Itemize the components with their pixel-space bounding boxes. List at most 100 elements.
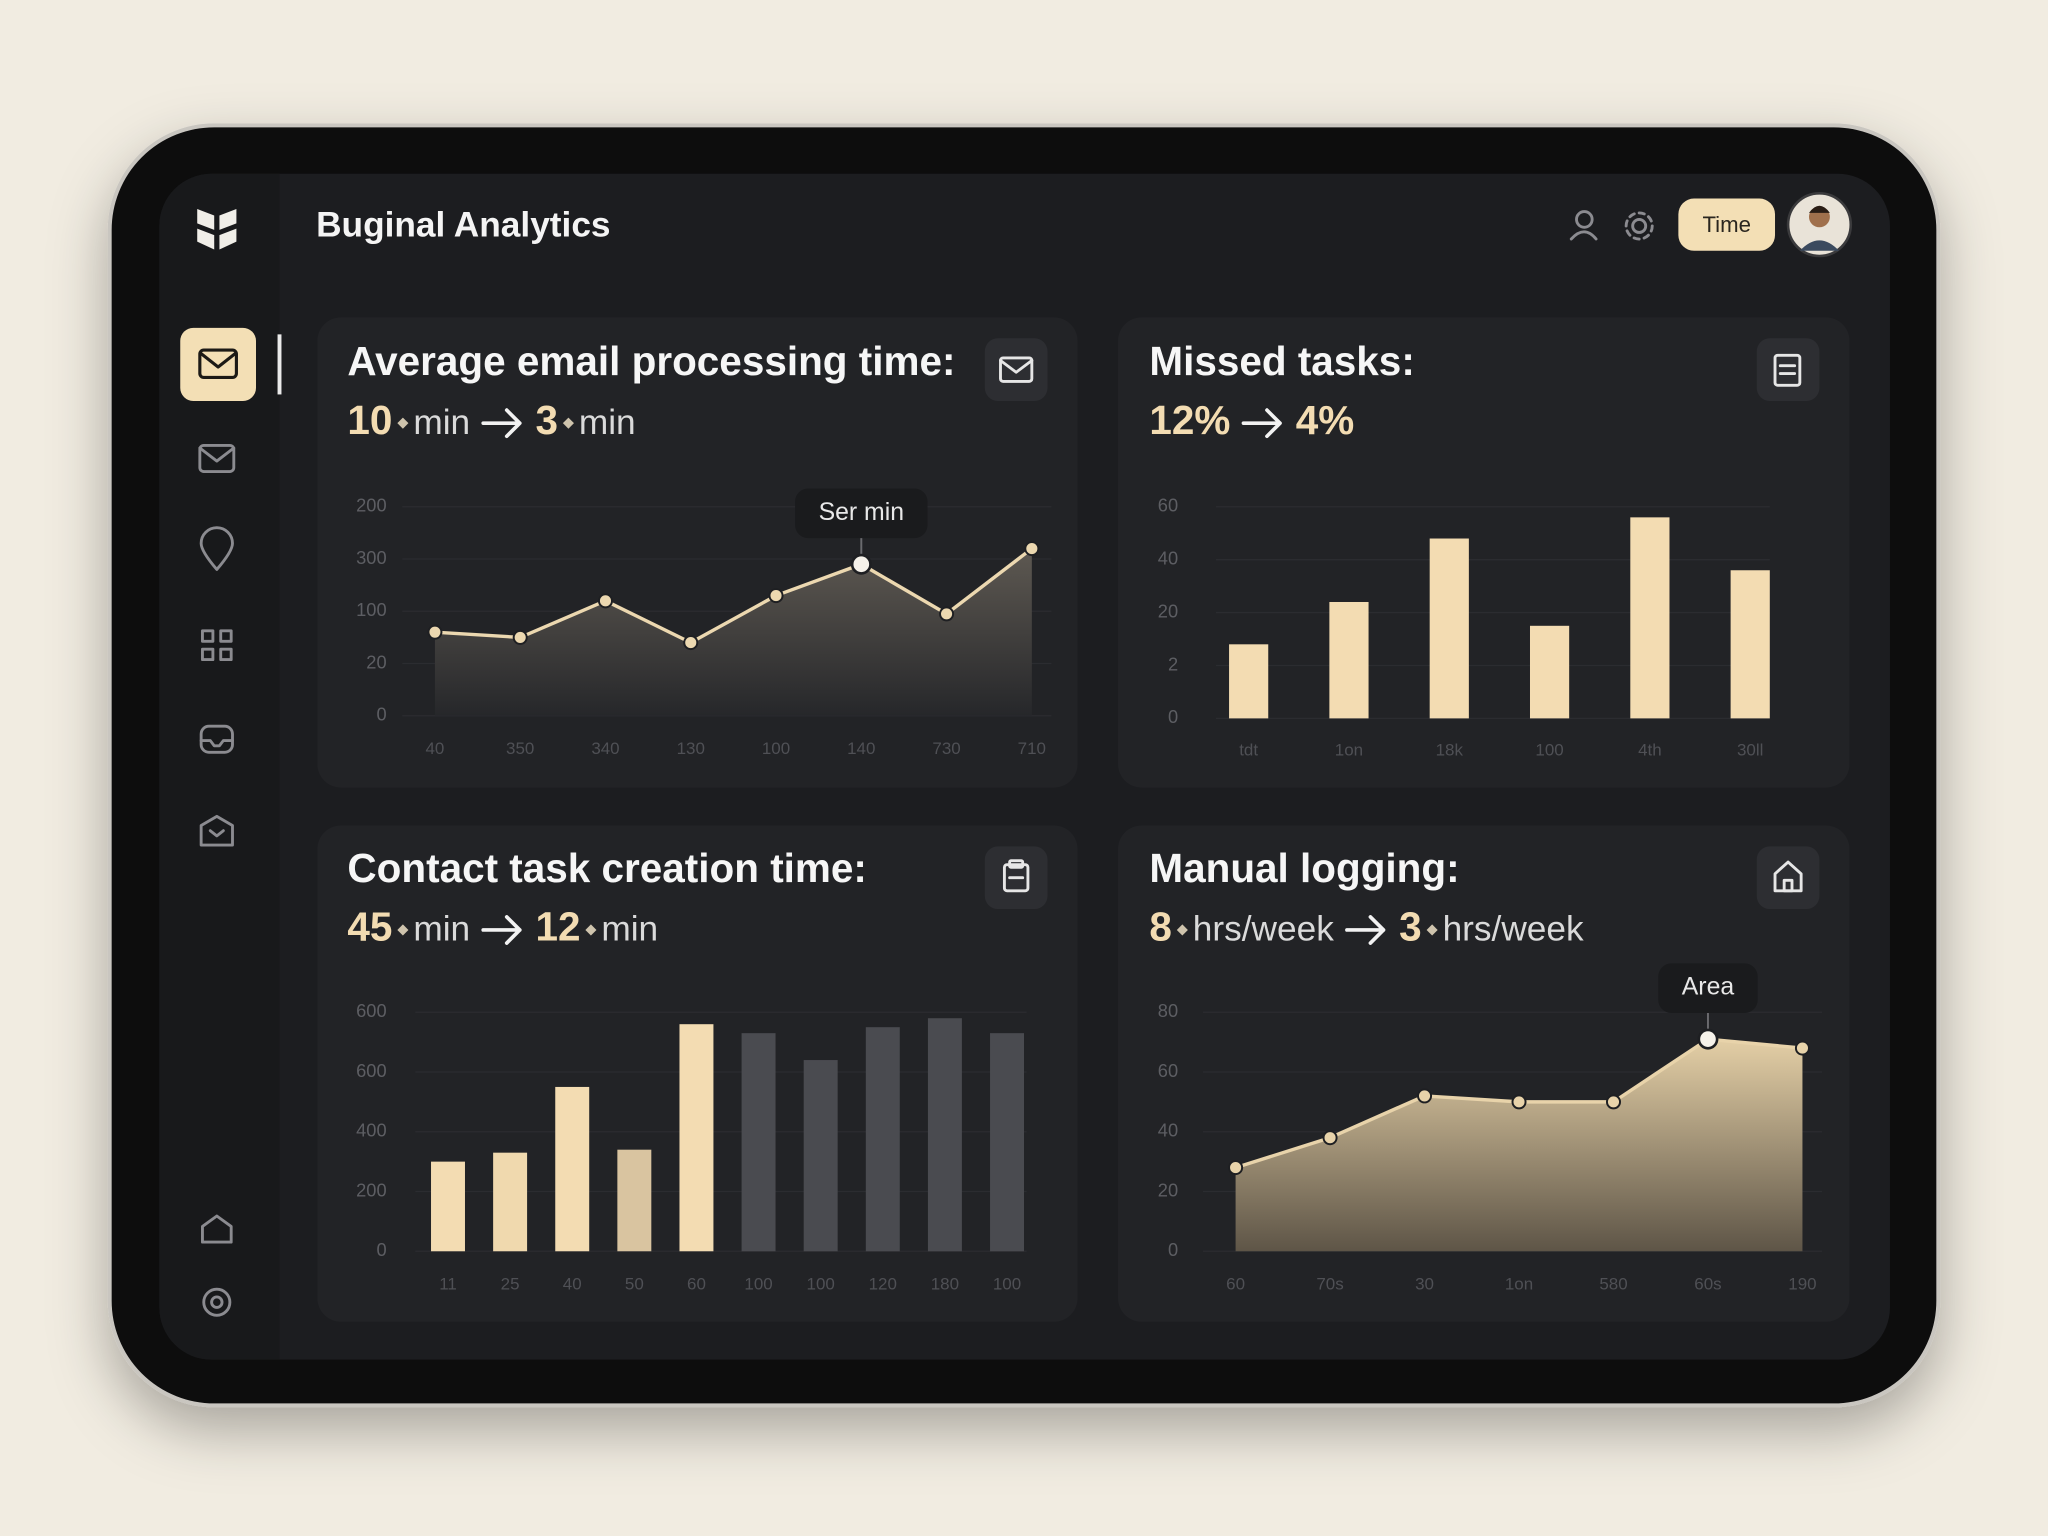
x-tick-label: 1on [1335, 741, 1363, 760]
settings-icon[interactable] [1624, 211, 1654, 241]
nav-home[interactable] [201, 1214, 233, 1244]
metric-value: 8 [1149, 904, 1172, 950]
bar [927, 1018, 962, 1252]
area-fill [434, 548, 1032, 716]
card-icon-mail[interactable] [984, 338, 1048, 401]
metric-unit: hrs/week [1443, 910, 1584, 949]
bar [741, 1033, 776, 1252]
nav-inbox[interactable] [199, 724, 234, 754]
y-tick-label: 60 [1158, 495, 1178, 516]
arrow [481, 915, 522, 945]
x-tick-label: 70s [1316, 1275, 1343, 1294]
metric-unit: hrs/week [1193, 910, 1334, 949]
data-point [1228, 1160, 1244, 1176]
y-tick-label: 0 [376, 704, 386, 725]
nav-active[interactable] [180, 327, 256, 401]
data-point [1417, 1088, 1433, 1104]
logo [197, 208, 237, 250]
metric-value: 12% [1149, 397, 1230, 443]
bar [1229, 644, 1269, 719]
arrow [1241, 408, 1282, 439]
x-tick-label: 30ll [1737, 741, 1763, 760]
x-tick-label: 120 [869, 1275, 897, 1294]
bar [555, 1086, 590, 1252]
tooltip-point [1697, 1028, 1719, 1050]
data-point [1024, 541, 1040, 557]
nav-grid[interactable] [201, 629, 233, 662]
metric-unit: min [579, 403, 636, 442]
x-tick-label: 11 [439, 1275, 457, 1294]
x-tick-label: 1on [1505, 1275, 1533, 1294]
data-point [1794, 1040, 1810, 1056]
bar [865, 1027, 900, 1252]
nav-box[interactable] [199, 814, 234, 847]
sidebar [159, 173, 280, 1360]
bar [493, 1152, 528, 1252]
y-tick-label: 60 [1158, 1060, 1178, 1081]
x-tick-label: 4th [1638, 741, 1662, 760]
card-icon-home[interactable] [1756, 846, 1820, 910]
y-tick-label: 20 [1158, 1179, 1178, 1200]
y-tick-label: 300 [356, 547, 386, 568]
tooltip [795, 488, 928, 539]
data-point [1511, 1094, 1527, 1110]
x-tick-label: 350 [506, 739, 534, 758]
nav-settings[interactable] [202, 1287, 232, 1317]
x-tick-label: tdt [1239, 741, 1258, 760]
y-tick-label: 0 [1168, 706, 1178, 727]
time-button[interactable] [1678, 198, 1776, 251]
bar [1429, 538, 1469, 719]
arrow [481, 408, 522, 439]
x-tick-label: 60s [1694, 1275, 1721, 1294]
bar [990, 1033, 1024, 1252]
bar [803, 1060, 838, 1252]
bar [431, 1161, 465, 1252]
x-tick-label: 100 [762, 739, 790, 758]
metric-value: 3 [1399, 904, 1422, 950]
data-point [939, 606, 955, 622]
app-title: Buginal Analytics [316, 206, 610, 245]
metric-value: 3 [535, 397, 558, 443]
data-point [427, 624, 443, 640]
x-tick-label: 25 [501, 1275, 520, 1294]
bar [1630, 517, 1670, 719]
avatar[interactable] [1786, 192, 1853, 258]
nav-mail[interactable] [198, 443, 236, 473]
x-tick-label: 710 [1018, 739, 1046, 758]
x-tick-label: 730 [932, 739, 960, 758]
metric-value: 45 [347, 904, 392, 950]
metric-unit: min [601, 910, 658, 949]
y-tick-label: 600 [356, 1000, 386, 1021]
y-tick-label: 0 [1168, 1239, 1178, 1260]
metric-value: 4% [1296, 397, 1355, 443]
y-tick-label: 400 [356, 1120, 386, 1141]
data-point [512, 629, 528, 645]
bar [617, 1149, 652, 1252]
arrow [1345, 915, 1386, 945]
nav-location[interactable] [199, 526, 234, 571]
y-tick-label: 40 [1158, 548, 1178, 569]
y-tick-label: 40 [1158, 1120, 1178, 1141]
time-button-label: Time [1702, 212, 1750, 237]
y-tick-label: 600 [356, 1060, 386, 1081]
metric-value: 10 [347, 397, 392, 443]
x-tick-label: 100 [807, 1275, 835, 1294]
card-title: Average email processing time: [347, 338, 955, 384]
card-icon-clipboard[interactable] [984, 846, 1048, 910]
card-icon-doc[interactable] [1756, 338, 1820, 401]
card-title: Contact task creation time: [347, 845, 866, 891]
x-tick-label: 100 [744, 1275, 772, 1294]
bar [679, 1024, 714, 1252]
user-icon[interactable] [1569, 210, 1598, 241]
tooltip-label: Ser min [819, 499, 904, 526]
x-tick-label: 100 [993, 1275, 1021, 1294]
x-tick-label: 60 [687, 1275, 706, 1294]
x-tick-label: 340 [591, 739, 619, 758]
nav-mail-active [198, 348, 238, 380]
metric-value: 12 [535, 904, 580, 950]
tooltip [1658, 963, 1758, 1014]
y-tick-label: 20 [1158, 600, 1178, 621]
y-tick-label: 80 [1158, 1000, 1178, 1021]
